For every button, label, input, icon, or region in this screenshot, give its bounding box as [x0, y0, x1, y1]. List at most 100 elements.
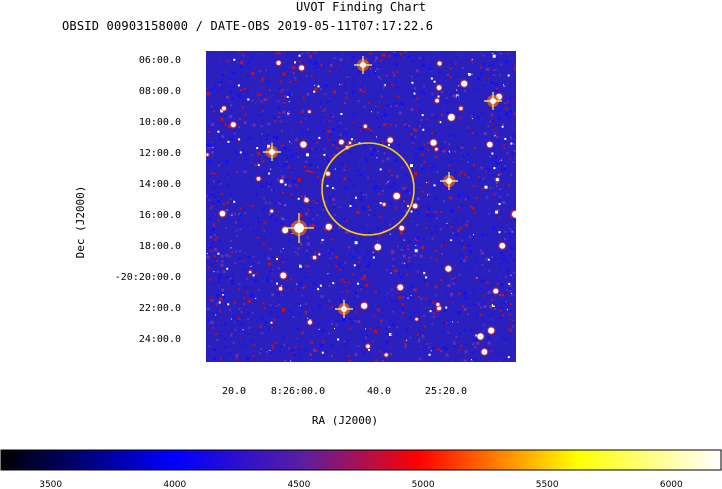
noise-pixel — [360, 191, 363, 194]
noise-pixel — [501, 293, 505, 297]
noise-pixel — [451, 278, 454, 281]
noise-pixel — [258, 231, 260, 233]
noise-pixel — [264, 221, 267, 224]
noise-pixel — [505, 114, 508, 117]
noise-pixel — [319, 105, 321, 106]
noise-pixel — [354, 241, 358, 245]
noise-pixel — [244, 252, 246, 254]
noise-pixel — [459, 332, 462, 335]
noise-pixel — [358, 252, 360, 254]
noise-pixel — [224, 254, 226, 256]
noise-pixel — [391, 83, 394, 86]
noise-pixel — [304, 194, 306, 197]
noise-pixel — [435, 83, 437, 85]
noise-pixel — [372, 341, 374, 343]
noise-pixel — [299, 306, 301, 308]
noise-pixel — [217, 277, 219, 279]
noise-pixel — [271, 356, 273, 358]
noise-pixel — [216, 338, 219, 341]
noise-pixel — [290, 176, 292, 178]
noise-pixel — [374, 179, 376, 181]
noise-pixel — [254, 260, 256, 262]
noise-pixel — [297, 253, 300, 256]
noise-pixel — [256, 229, 259, 232]
noise-pixel — [357, 355, 358, 356]
noise-pixel — [279, 250, 282, 253]
y-tick-label: 16:00.0 — [139, 210, 181, 221]
noise-pixel — [486, 67, 490, 71]
noise-pixel — [440, 290, 441, 292]
noise-pixel — [305, 75, 308, 78]
noise-pixel — [512, 96, 515, 98]
noise-pixel — [265, 181, 268, 184]
noise-pixel — [278, 120, 280, 122]
noise-pixel — [463, 291, 467, 295]
noise-pixel — [364, 227, 366, 229]
noise-pixel — [470, 293, 471, 295]
noise-pixel — [459, 79, 461, 80]
noise-pixel — [302, 203, 303, 204]
noise-pixel — [492, 74, 495, 76]
noise-pixel — [467, 179, 469, 181]
noise-pixel — [352, 195, 354, 197]
noise-pixel — [447, 284, 451, 288]
noise-pixel — [362, 239, 364, 241]
noise-pixel — [370, 129, 373, 132]
noise-pixel — [418, 147, 422, 151]
noise-pixel — [217, 52, 219, 54]
star — [366, 344, 370, 349]
noise-pixel — [243, 208, 246, 211]
noise-pixel — [244, 116, 245, 117]
noise-pixel — [347, 150, 350, 153]
noise-pixel — [448, 135, 451, 138]
noise-pixel — [395, 175, 399, 179]
noise-pixel — [218, 181, 221, 184]
noise-pixel — [412, 57, 414, 58]
noise-pixel — [507, 147, 509, 149]
noise-pixel — [485, 257, 488, 260]
noise-pixel — [280, 120, 283, 123]
noise-pixel — [257, 162, 259, 164]
noise-pixel — [213, 143, 216, 146]
noise-pixel — [259, 275, 261, 277]
noise-pixel — [355, 361, 357, 362]
noise-pixel — [329, 70, 332, 73]
noise-pixel — [327, 156, 329, 158]
noise-pixel — [373, 148, 377, 152]
noise-pixel — [252, 77, 253, 79]
noise-pixel — [441, 148, 443, 150]
noise-pixel — [392, 294, 394, 296]
noise-pixel — [262, 59, 264, 61]
noise-pixel — [506, 274, 508, 276]
noise-pixel — [343, 243, 345, 244]
noise-pixel — [285, 324, 286, 326]
noise-pixel — [395, 184, 397, 186]
noise-pixel — [234, 328, 237, 331]
noise-pixel — [430, 77, 433, 80]
noise-pixel — [247, 224, 249, 226]
noise-pixel — [329, 113, 332, 116]
noise-pixel — [223, 71, 225, 73]
noise-pixel — [207, 163, 209, 165]
noise-pixel — [379, 77, 382, 80]
noise-pixel — [501, 210, 503, 212]
noise-pixel — [515, 304, 516, 305]
noise-pixel — [401, 296, 404, 299]
noise-pixel — [268, 130, 270, 132]
noise-pixel — [282, 336, 284, 339]
noise-pixel — [402, 360, 404, 362]
noise-pixel — [370, 153, 372, 156]
noise-pixel — [496, 136, 498, 138]
noise-pixel — [268, 327, 270, 330]
star — [339, 139, 344, 145]
noise-pixel — [305, 148, 307, 150]
noise-pixel — [305, 169, 308, 172]
noise-pixel — [311, 147, 314, 150]
noise-pixel — [252, 255, 255, 258]
noise-pixel — [504, 238, 506, 241]
noise-pixel — [474, 231, 476, 233]
noise-pixel — [299, 214, 303, 218]
noise-pixel — [309, 353, 312, 356]
noise-pixel — [412, 316, 415, 319]
noise-pixel — [411, 137, 414, 140]
